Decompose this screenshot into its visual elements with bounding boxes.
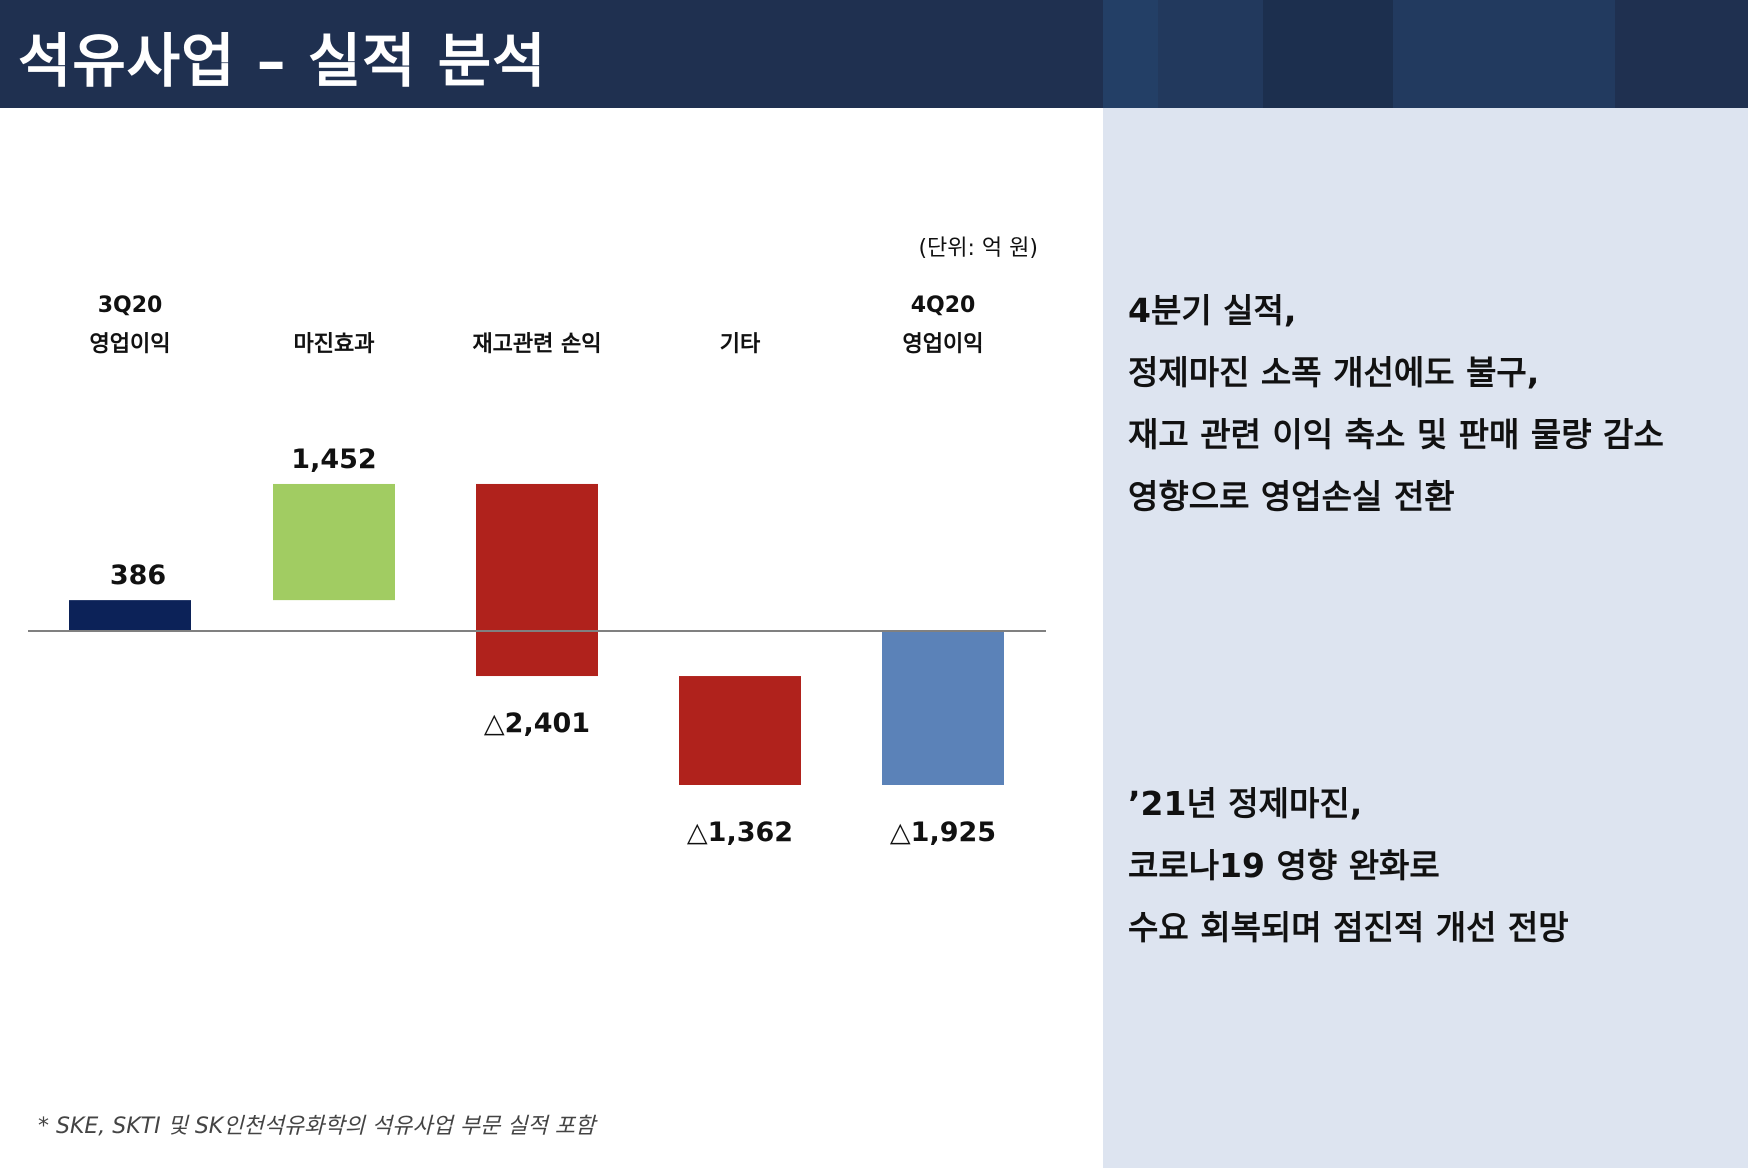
summary-line: 영향으로 영업손실 전환 bbox=[1128, 477, 1455, 516]
page-title: 석유사업 – 실적 분석 bbox=[18, 27, 547, 95]
summary-line: 4분기 실적, bbox=[1128, 291, 1297, 330]
category-label: 3Q20 bbox=[98, 293, 163, 318]
category-label: 마진효과 bbox=[294, 332, 375, 357]
summary-line: ’21년 정제마진, bbox=[1128, 784, 1363, 823]
header-decor-block bbox=[1393, 0, 1615, 108]
summary-panel bbox=[1103, 108, 1748, 1168]
category-label: 기타 bbox=[720, 332, 761, 357]
bar-2 bbox=[273, 483, 395, 601]
header-decor-block bbox=[1158, 0, 1263, 108]
waterfall-chart: 386 1,452 △2,401 △1,362 △1,925 3Q20 영업이익 마진효과 재고… bbox=[28, 293, 1046, 848]
bar-1 bbox=[69, 600, 191, 631]
unit-label: (단위: 억 원) bbox=[918, 236, 1038, 261]
bar-4 bbox=[679, 676, 801, 785]
category-label: 영업이익 bbox=[903, 332, 984, 357]
footnote: * SKE, SKTI 및 SK인천석유화학의 석유사업 부문 실적 포함 bbox=[38, 1114, 596, 1139]
value-label: △2,401 bbox=[484, 708, 590, 739]
summary-block-outlook: ’21년 정제마진, 코로나19 영향 완화로 수요 회복되며 점진적 개선 전… bbox=[1128, 773, 1738, 959]
category-label: 영업이익 bbox=[90, 332, 171, 357]
summary-line: 재고 관련 이익 축소 및 판매 물량 감소 bbox=[1128, 415, 1664, 454]
bar-3 bbox=[476, 483, 598, 677]
summary-line: 코로나19 영향 완화로 bbox=[1128, 846, 1440, 885]
category-label: 4Q20 bbox=[911, 293, 976, 318]
value-label: 1,452 bbox=[291, 444, 376, 475]
summary-line: 수요 회복되며 점진적 개선 전망 bbox=[1128, 908, 1569, 947]
value-label: △1,362 bbox=[687, 817, 793, 848]
bar-5 bbox=[882, 631, 1004, 785]
summary-line: 정제마진 소폭 개선에도 불구, bbox=[1128, 353, 1540, 392]
value-label: 386 bbox=[110, 560, 166, 591]
header-decor-block bbox=[1615, 0, 1748, 108]
header-decor-block bbox=[1263, 0, 1393, 108]
value-label: △1,925 bbox=[890, 817, 996, 848]
summary-block-results: 4분기 실적, 정제마진 소폭 개선에도 불구, 재고 관련 이익 축소 및 판… bbox=[1128, 280, 1738, 528]
category-label: 재고관련 손익 bbox=[472, 332, 601, 357]
header-decor-block bbox=[1103, 0, 1158, 108]
page-header: 석유사업 – 실적 분석 bbox=[0, 0, 1748, 108]
